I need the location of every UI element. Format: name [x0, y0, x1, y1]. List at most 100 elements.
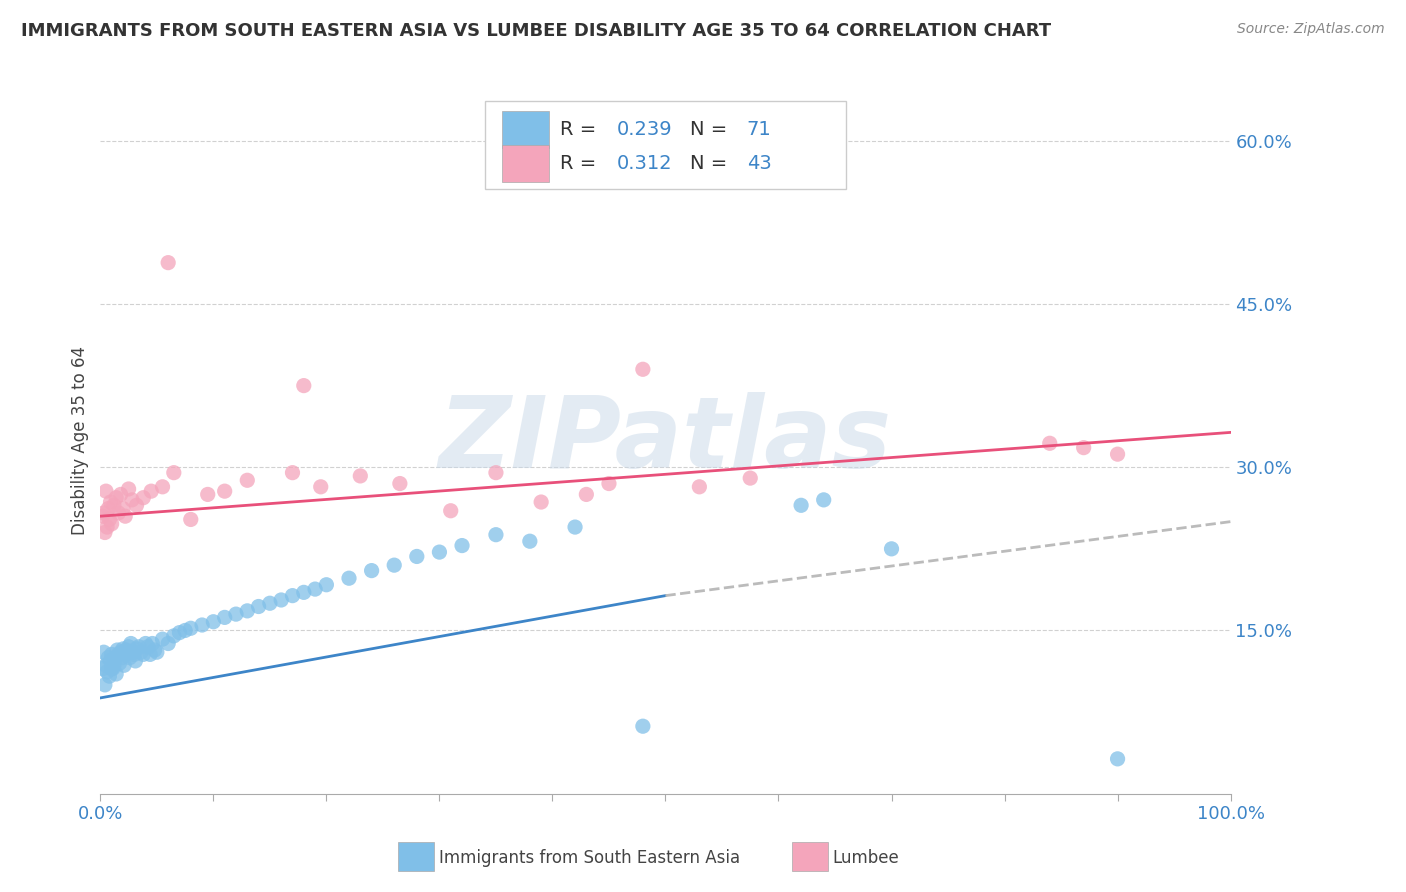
Point	[97, 650, 120, 665]
Point	[631, 719, 654, 733]
Point	[519, 534, 541, 549]
Text: N =: N =	[690, 154, 734, 173]
Text: 0.312: 0.312	[617, 154, 672, 173]
Point	[91, 661, 114, 675]
Point	[163, 466, 186, 480]
Point	[197, 487, 219, 501]
Point	[688, 480, 710, 494]
Point	[111, 642, 134, 657]
Point	[110, 645, 132, 659]
Point	[1039, 436, 1062, 450]
Point	[191, 618, 214, 632]
Text: R =: R =	[561, 154, 603, 173]
Point	[141, 636, 163, 650]
Point	[388, 476, 411, 491]
Point	[152, 632, 174, 647]
Point	[124, 654, 146, 668]
Point	[105, 667, 128, 681]
Point	[1107, 447, 1129, 461]
FancyBboxPatch shape	[485, 101, 846, 189]
Point	[259, 596, 281, 610]
Point	[143, 643, 166, 657]
Point	[174, 624, 197, 638]
Point	[112, 658, 135, 673]
Point	[440, 504, 463, 518]
Point	[93, 645, 115, 659]
Point	[122, 648, 145, 662]
Point	[114, 509, 136, 524]
Y-axis label: Disability Age 35 to 64: Disability Age 35 to 64	[72, 345, 89, 534]
Point	[180, 621, 202, 635]
Point	[132, 491, 155, 505]
Point	[111, 501, 134, 516]
Point	[105, 491, 128, 505]
Point	[429, 545, 451, 559]
Point	[98, 669, 121, 683]
Text: N =: N =	[690, 120, 734, 139]
Point	[94, 658, 117, 673]
Point	[152, 480, 174, 494]
Text: 0.239: 0.239	[617, 120, 672, 139]
Point	[107, 648, 129, 662]
Point	[139, 648, 162, 662]
Point	[100, 495, 122, 509]
Point	[157, 636, 180, 650]
Point	[281, 466, 304, 480]
Text: R =: R =	[561, 120, 603, 139]
Point	[304, 582, 326, 596]
Point	[880, 541, 903, 556]
Point	[118, 650, 141, 665]
Point	[93, 506, 115, 520]
Point	[108, 656, 131, 670]
Point	[292, 585, 315, 599]
Point	[96, 520, 118, 534]
Point	[790, 498, 813, 512]
Point	[214, 484, 236, 499]
Point	[117, 482, 139, 496]
Point	[1073, 441, 1095, 455]
Point	[631, 362, 654, 376]
Point	[100, 648, 122, 662]
Text: 71: 71	[747, 120, 772, 139]
FancyBboxPatch shape	[502, 145, 550, 182]
Point	[740, 471, 762, 485]
Point	[281, 589, 304, 603]
Point	[236, 604, 259, 618]
Point	[104, 650, 127, 665]
Point	[202, 615, 225, 629]
Point	[360, 564, 382, 578]
Point	[135, 636, 157, 650]
Point	[575, 487, 598, 501]
Point	[100, 516, 122, 531]
Point	[270, 593, 292, 607]
Point	[247, 599, 270, 614]
Point	[125, 642, 148, 657]
Point	[121, 492, 143, 507]
Point	[129, 645, 152, 659]
FancyBboxPatch shape	[502, 112, 550, 148]
Point	[100, 654, 122, 668]
Point	[128, 640, 150, 654]
Point	[146, 645, 169, 659]
Point	[91, 509, 114, 524]
Point	[100, 661, 122, 675]
Point	[120, 636, 142, 650]
Point	[309, 480, 332, 494]
Point	[105, 643, 128, 657]
Point	[180, 512, 202, 526]
Point	[236, 473, 259, 487]
Point	[111, 650, 134, 665]
Point	[136, 640, 159, 654]
Point	[382, 558, 405, 573]
Point	[110, 487, 132, 501]
Text: Source: ZipAtlas.com: Source: ZipAtlas.com	[1237, 22, 1385, 37]
Point	[107, 506, 129, 520]
Point	[101, 661, 124, 675]
Point	[114, 648, 136, 662]
Text: ZIPatlas: ZIPatlas	[439, 392, 891, 489]
Point	[1107, 752, 1129, 766]
Point	[485, 466, 508, 480]
Point	[97, 501, 120, 516]
Point	[598, 476, 620, 491]
Text: IMMIGRANTS FROM SOUTH EASTERN ASIA VS LUMBEE DISABILITY AGE 35 TO 64 CORRELATION: IMMIGRANTS FROM SOUTH EASTERN ASIA VS LU…	[21, 22, 1052, 40]
